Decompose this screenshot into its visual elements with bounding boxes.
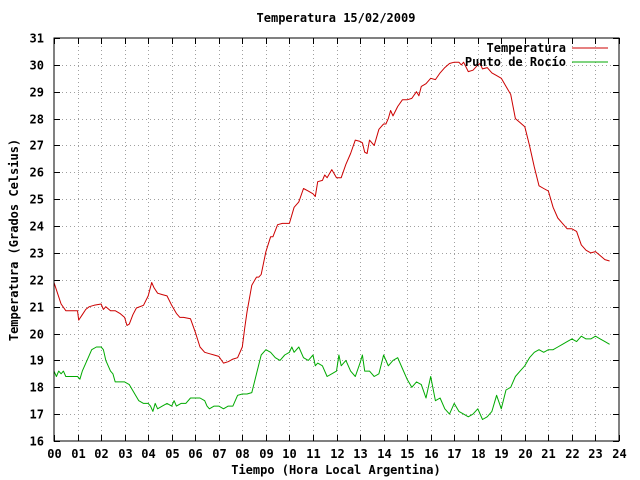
x-tick-label: 06 (188, 447, 202, 461)
legend-label-temperatura: Temperatura (487, 41, 566, 55)
x-tick-label: 22 (565, 447, 579, 461)
legend: Temperatura Punto de Rocío (465, 41, 608, 69)
x-tick-label: 18 (471, 447, 485, 461)
y-tick-label: 25 (30, 193, 44, 207)
plot-frame (53, 37, 620, 442)
x-tick-label: 03 (118, 447, 132, 461)
x-tick-label: 10 (282, 447, 296, 461)
y-tick-label: 23 (30, 247, 44, 261)
x-tick-label: 02 (94, 447, 108, 461)
x-tick-label: 13 (353, 447, 367, 461)
y-tick-label: 24 (30, 220, 44, 234)
x-tick-label: 12 (330, 447, 344, 461)
x-tick-label: 11 (306, 447, 320, 461)
y-tick-label: 21 (30, 301, 44, 315)
x-tick-label: 15 (400, 447, 414, 461)
x-tick-label: 24 (612, 447, 626, 461)
y-tick-label: 16 (30, 435, 44, 449)
legend-label-punto-de-rocio: Punto de Rocío (465, 55, 566, 69)
series-line-punto-de-rocio (53, 335, 610, 420)
x-tick-label: 17 (447, 447, 461, 461)
series-layer (53, 61, 610, 420)
y-tick-label: 29 (30, 86, 44, 100)
chart-title: Temperatura 15/02/2009 (257, 11, 416, 25)
x-tick-label: 14 (377, 447, 391, 461)
y-tick-label: 19 (30, 354, 44, 368)
y-tick-label: 31 (30, 32, 44, 46)
x-tick-label: 05 (165, 447, 179, 461)
y-tick-label: 17 (30, 408, 44, 422)
y-tick-label: 27 (30, 139, 44, 153)
y-tick-label: 20 (30, 328, 44, 342)
y-tick-label: 22 (30, 274, 44, 288)
y-axis-label: Temperatura (Grados Celsius) (7, 139, 21, 341)
x-tick-label: 08 (235, 447, 249, 461)
x-tick-label: 07 (212, 447, 226, 461)
x-tick-label: 23 (588, 447, 602, 461)
y-tick-label: 28 (30, 113, 44, 127)
y-tick-label: 30 (30, 59, 44, 73)
x-tick-label: 21 (541, 447, 555, 461)
x-tick-label: 01 (71, 447, 85, 461)
ticks: 16 17 18 19 20 21 22 23 24 25 26 27 28 29 30 31 00 01 02 03… (30, 32, 627, 462)
x-tick-label: 09 (259, 447, 273, 461)
x-tick-label: 16 (424, 447, 438, 461)
y-tick-label: 18 (30, 381, 44, 395)
x-tick-label: 00 (47, 447, 61, 461)
x-tick-label: 20 (518, 447, 532, 461)
x-tick-label: 04 (141, 447, 155, 461)
x-axis-label: Tiempo (Hora Local Argentina) (231, 463, 441, 477)
series-line-temperatura (53, 61, 610, 364)
x-tick-label: 19 (494, 447, 508, 461)
y-tick-label: 26 (30, 166, 44, 180)
